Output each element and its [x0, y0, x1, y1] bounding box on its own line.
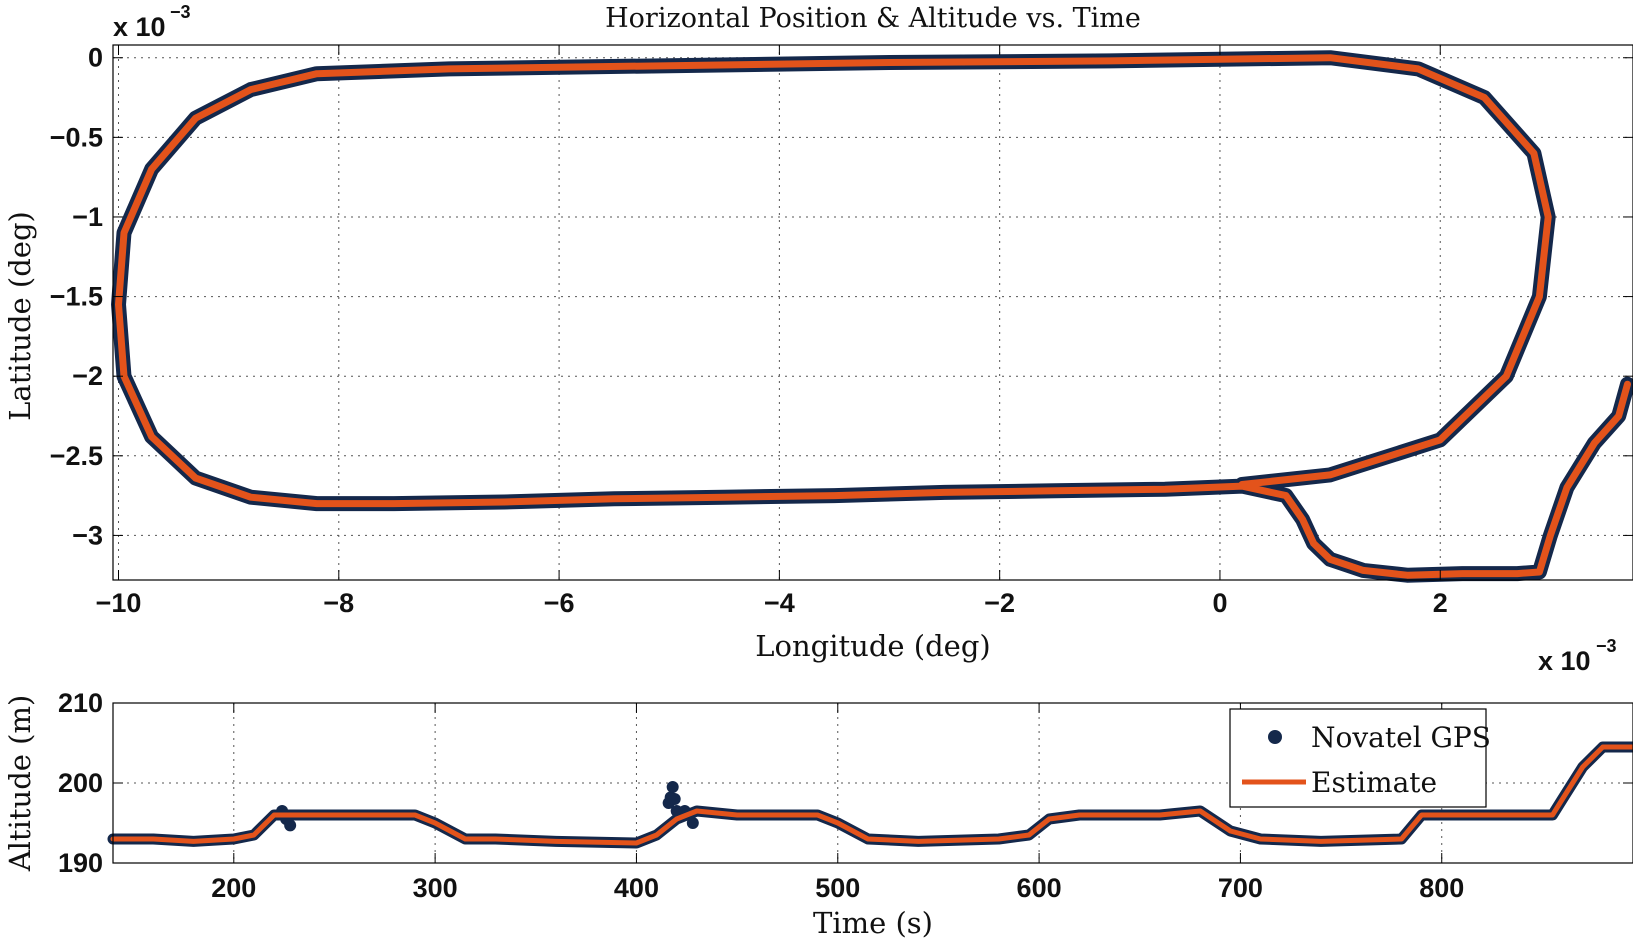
x-tick-label: 300 [413, 873, 458, 903]
x-tick-label: −4 [764, 588, 795, 618]
y-tick-label: −2.5 [50, 441, 103, 471]
series-estimate [115, 54, 1631, 579]
top-x-axis-label: Longitude (deg) [755, 629, 990, 663]
x-tick-label: −8 [323, 588, 354, 618]
chart-title: Horizontal Position & Altitude vs. Time [605, 3, 1141, 34]
y-tick-label: 200 [58, 768, 103, 798]
x-tick-label: 500 [815, 873, 860, 903]
gps-outlier-point [284, 819, 297, 832]
bottom-x-axis-label: Time (s) [813, 906, 933, 940]
top-y-exponent: x 10 −3 [113, 2, 191, 42]
x-tick-label: −10 [96, 588, 142, 618]
top-y-exponent-power: −3 [170, 2, 191, 22]
top-x-exponent-base: x 10 [1538, 646, 1591, 676]
x-tick-label: 700 [1218, 873, 1263, 903]
gps-outlier-point [686, 817, 699, 829]
y-tick-label: −1 [72, 202, 103, 232]
x-tick-label: 0 [1212, 588, 1227, 618]
top-y-axis-label: Latitude (deg) [3, 211, 37, 421]
y-tick-label: 0 [88, 43, 103, 73]
gps-outlier-point [666, 781, 679, 793]
x-tick-label: 800 [1419, 873, 1464, 903]
gps-outlier-point [668, 793, 681, 805]
top-x-exponent-power: −3 [1596, 636, 1617, 656]
top-ticks: −10 −8 −6 −4 −2 0 2 0 −0.5 −1 −1.5 −2 −2.5 −3 [50, 43, 1633, 618]
y-tick-label: 210 [58, 688, 103, 718]
x-tick-label: −2 [984, 588, 1015, 618]
legend-gps-marker [1268, 730, 1282, 744]
x-tick-label: 600 [1017, 873, 1062, 903]
x-tick-label: 200 [211, 873, 256, 903]
top-series [111, 50, 1633, 583]
x-tick-label: −6 [544, 588, 575, 618]
bottom-series [107, 741, 1633, 849]
top-y-exponent-base: x 10 [113, 12, 166, 42]
legend-estimate-label: Estimate [1311, 766, 1437, 799]
top-panel: −10 −8 −6 −4 −2 0 2 0 −0.5 −1 −1.5 −2 −2.5 −3 Horizon… [3, 2, 1633, 676]
bottom-ticks: 200 300 400 500 600 700 800 190 200 210 [58, 688, 1633, 903]
x-tick-label: 400 [614, 873, 659, 903]
top-axes-box [112, 44, 1633, 581]
series-estimate [110, 744, 1633, 846]
y-tick-label: −2 [72, 361, 103, 391]
top-x-exponent: x 10 −3 [1538, 636, 1617, 676]
y-tick-label: −3 [72, 520, 103, 550]
legend-box [1229, 708, 1487, 808]
y-tick-label: −1.5 [50, 282, 103, 312]
legend: Novatel GPS Estimate [1229, 708, 1491, 808]
legend-gps-label: Novatel GPS [1311, 721, 1491, 754]
y-tick-label: 190 [58, 848, 103, 878]
x-tick-label: 2 [1433, 588, 1448, 618]
y-tick-label: −0.5 [50, 122, 103, 152]
bottom-y-axis-label: Altitude (m) [3, 695, 37, 873]
